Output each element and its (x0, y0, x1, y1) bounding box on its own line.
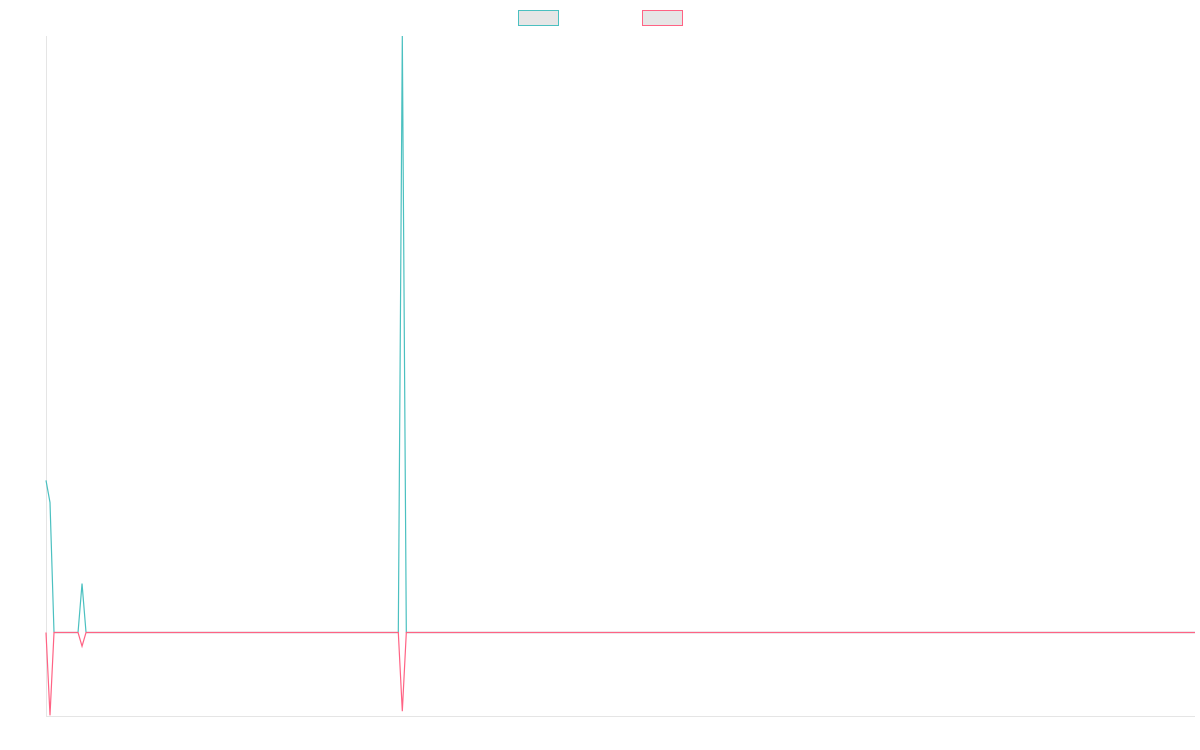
legend-swatch (518, 10, 559, 26)
line-series (45, 35, 1195, 634)
legend-swatch (642, 10, 683, 26)
line-series (45, 631, 1195, 716)
